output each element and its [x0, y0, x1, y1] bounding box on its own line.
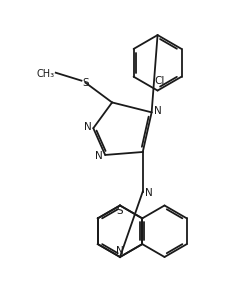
Text: N: N [145, 187, 153, 198]
Text: N: N [95, 151, 103, 161]
Text: S: S [82, 78, 89, 88]
Text: S: S [117, 207, 123, 216]
Text: Cl: Cl [154, 76, 165, 86]
Text: N: N [154, 106, 161, 116]
Text: CH₃: CH₃ [37, 69, 55, 79]
Text: N: N [116, 246, 124, 256]
Text: N: N [84, 122, 91, 132]
